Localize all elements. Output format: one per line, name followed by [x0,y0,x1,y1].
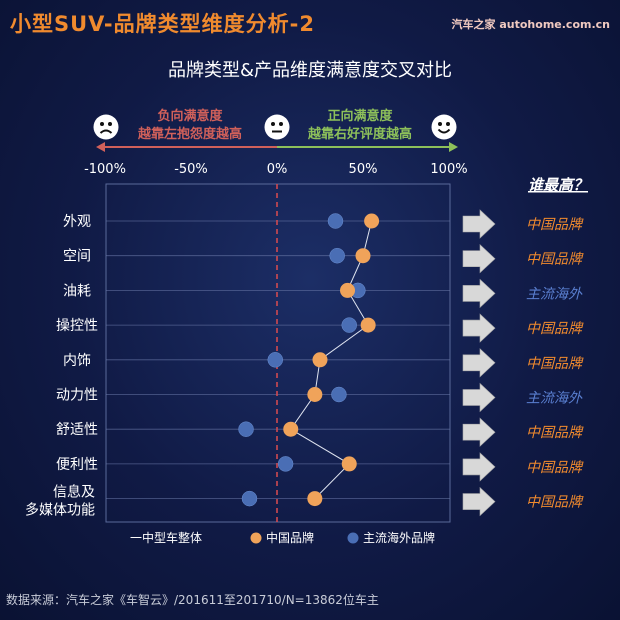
china-brand-point [340,282,356,298]
china-brand-point [341,456,357,472]
right-arrow-icon [462,313,496,343]
winner-label: 中国品牌 [526,356,584,372]
foreign-brand-point [277,456,294,472]
china-brand-point [307,387,323,402]
y-category-label: 便利性 [56,457,98,473]
china-brand-point [312,352,328,368]
legend-foreign-marker [347,532,359,544]
x-tick-label: 100% [430,162,467,177]
foreign-brand-point [238,421,254,437]
winner-label: 中国品牌 [526,252,584,268]
foreign-brand-point [331,386,347,403]
sad-face-icon [93,114,119,140]
foreign-brand-point [329,247,345,264]
foreign-brand-point [327,213,344,229]
right-arrow-head-icon [449,142,458,152]
china-brand-point [364,213,380,229]
winner-label: 主流海外 [526,286,583,302]
plot-frame [105,183,451,523]
winner-label: 中国品牌 [526,321,584,337]
left-arrow-head-icon [96,142,105,152]
data-source-footer: 数据来源：汽车之家《车智云》/201611至201710/N=13862位车主 [6,593,379,607]
y-category-label: 操控性 [56,318,98,334]
right-arrow-icon [462,278,496,309]
chart-subtitle: 品牌类型&产品维度满意度交叉对比 [167,60,453,81]
brand-logo-text: 汽车之家 autohome.com.cn [451,18,610,31]
page-title: 小型SUV-品牌类型维度分析-2 [10,12,315,36]
china-brand-point [355,248,371,264]
winner-label: 中国品牌 [526,460,584,476]
china-brand-point [360,317,376,333]
negative-label: 负向满意度 [157,108,223,124]
foreign-brand-point [267,352,284,368]
y-category-label: 内饰 [63,353,91,369]
happy-face-icon [431,114,457,140]
right-arrow-icon [462,486,496,517]
x-tick-label: -100% [84,162,126,177]
x-tick-label: 0% [267,162,288,177]
foreign-brand-point [341,317,357,333]
right-arrow-icon [462,452,496,482]
positive-label: 正向满意度 [327,108,393,124]
winner-label: 中国品牌 [526,217,584,233]
y-category-label: 空间 [63,249,91,265]
x-tick-label: 50% [349,162,378,177]
china-brand-point [283,421,299,437]
winner-label: 主流海外 [526,391,583,407]
y-category-label: 信息及 [53,484,95,501]
legend-china-marker [250,532,262,544]
foreign-brand-point [241,490,258,507]
right-arrow-icon [462,417,496,447]
y-category-label: 外观 [63,214,91,230]
right-arrow-icon [462,348,496,378]
positive-description: 越靠右好评度越高 [307,126,412,142]
y-category-label: 多媒体功能 [25,502,95,519]
right-arrow-icon [462,382,496,413]
legend-overall-label: 一中型车整体 [130,530,202,545]
winner-heading: 谁最高？ [528,176,588,194]
y-category-label: 动力性 [56,388,98,404]
right-arrow-icon [462,209,496,239]
china-brand-point [307,491,323,507]
legend-china-label: 中国品牌 [266,530,314,545]
y-category-label: 舒适性 [56,422,98,438]
legend-foreign-label: 主流海外品牌 [363,530,435,545]
neutral-face-icon [264,114,290,140]
y-category-label: 油耗 [63,283,91,299]
x-tick-label: -50% [174,162,208,177]
winner-label: 中国品牌 [526,495,584,511]
negative-description: 越靠左抱怨度越高 [137,126,242,142]
right-arrow-icon [462,244,496,274]
winner-label: 中国品牌 [526,425,584,441]
